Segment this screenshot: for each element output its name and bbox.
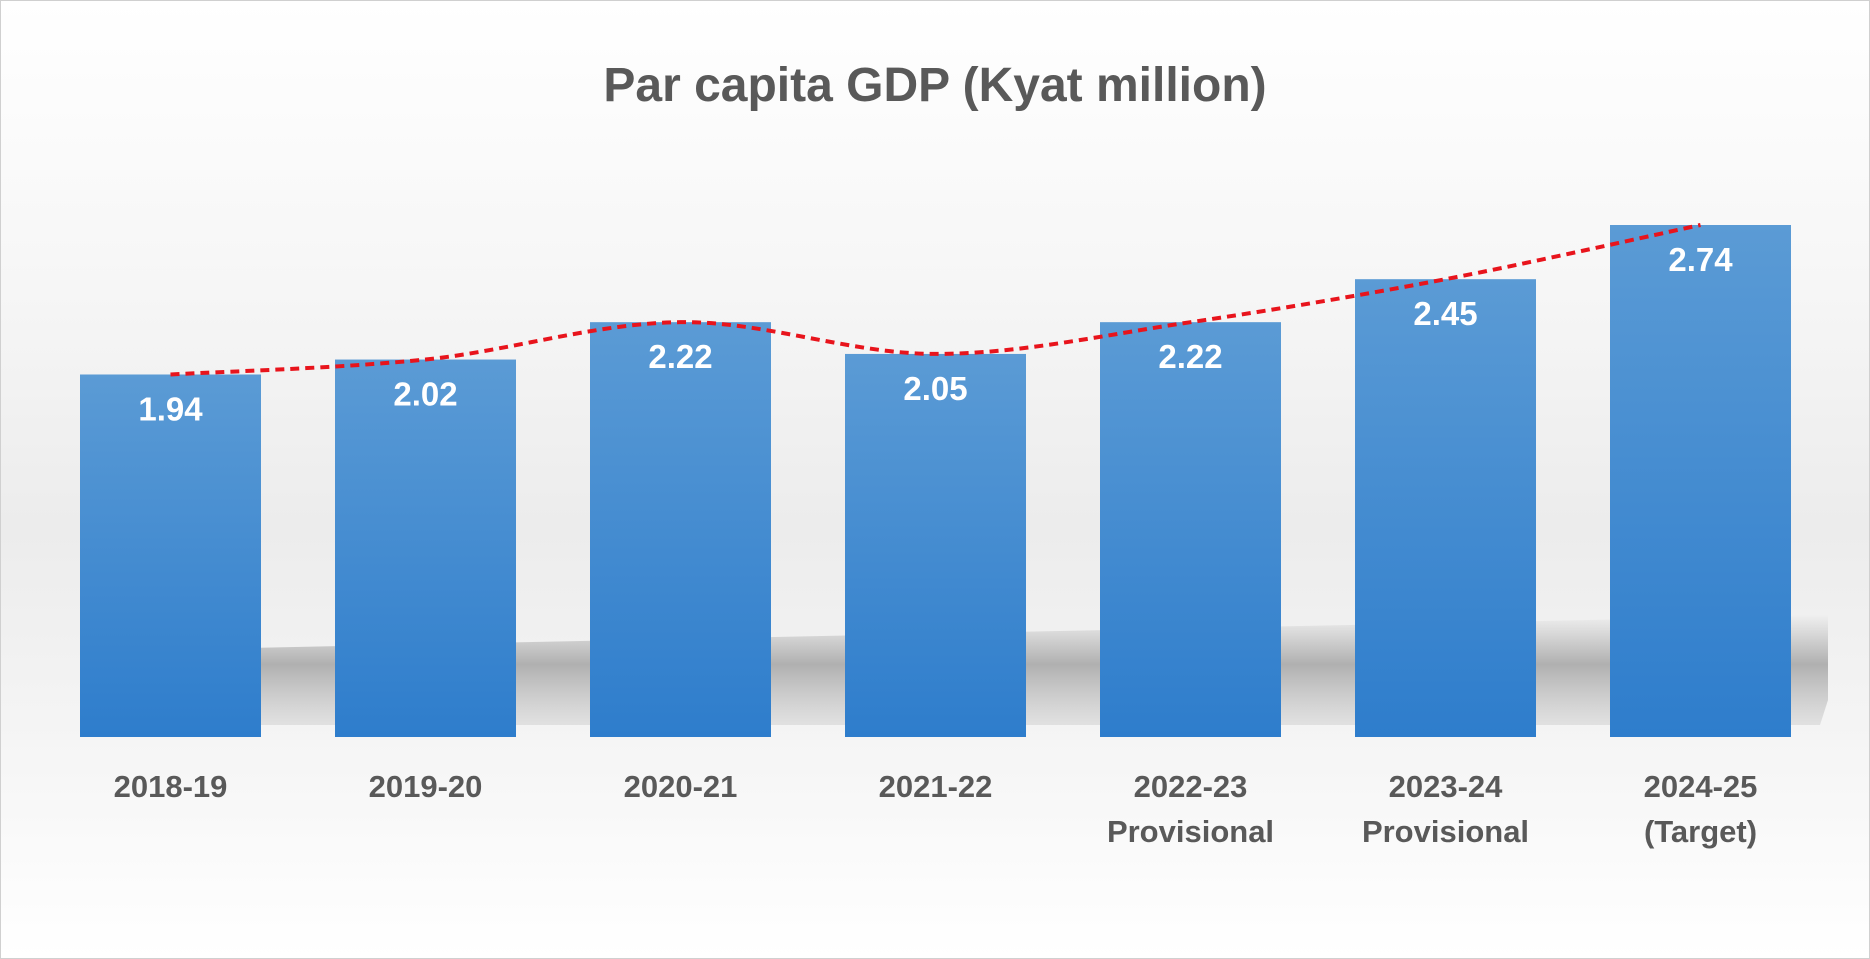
category-label-3: 2021-22 — [879, 769, 993, 804]
value-label-2: 2.22 — [648, 338, 712, 375]
value-label-0: 1.94 — [138, 390, 203, 427]
category-label-6: 2024-25 — [1644, 769, 1758, 804]
bar-3 — [845, 353, 1026, 737]
value-label-1: 2.02 — [393, 376, 457, 413]
bar-1 — [335, 359, 516, 737]
category-label-4: 2022-23 — [1134, 769, 1248, 804]
bar-6 — [1610, 225, 1791, 737]
category-label-6-line-1: (Target) — [1644, 814, 1757, 849]
chart-title: Par capita GDP (Kyat million) — [603, 59, 1267, 112]
bar-4 — [1100, 322, 1281, 737]
bar-5 — [1355, 279, 1536, 737]
value-label-3: 2.05 — [903, 370, 967, 407]
category-label-4-line-1: Provisional — [1107, 814, 1274, 849]
value-label-4: 2.22 — [1158, 338, 1222, 375]
category-label-2: 2020-21 — [624, 769, 738, 804]
trend-line — [170, 223, 1701, 377]
value-label-6: 2.74 — [1668, 241, 1733, 278]
category-label-1: 2019-20 — [369, 769, 483, 804]
bar-2 — [590, 322, 771, 737]
bar-0 — [80, 374, 261, 737]
category-label-5: 2023-24 — [1389, 769, 1504, 804]
category-label-0: 2018-19 — [114, 769, 228, 804]
value-label-5: 2.45 — [1413, 295, 1477, 332]
category-label-5-line-1: Provisional — [1362, 814, 1529, 849]
